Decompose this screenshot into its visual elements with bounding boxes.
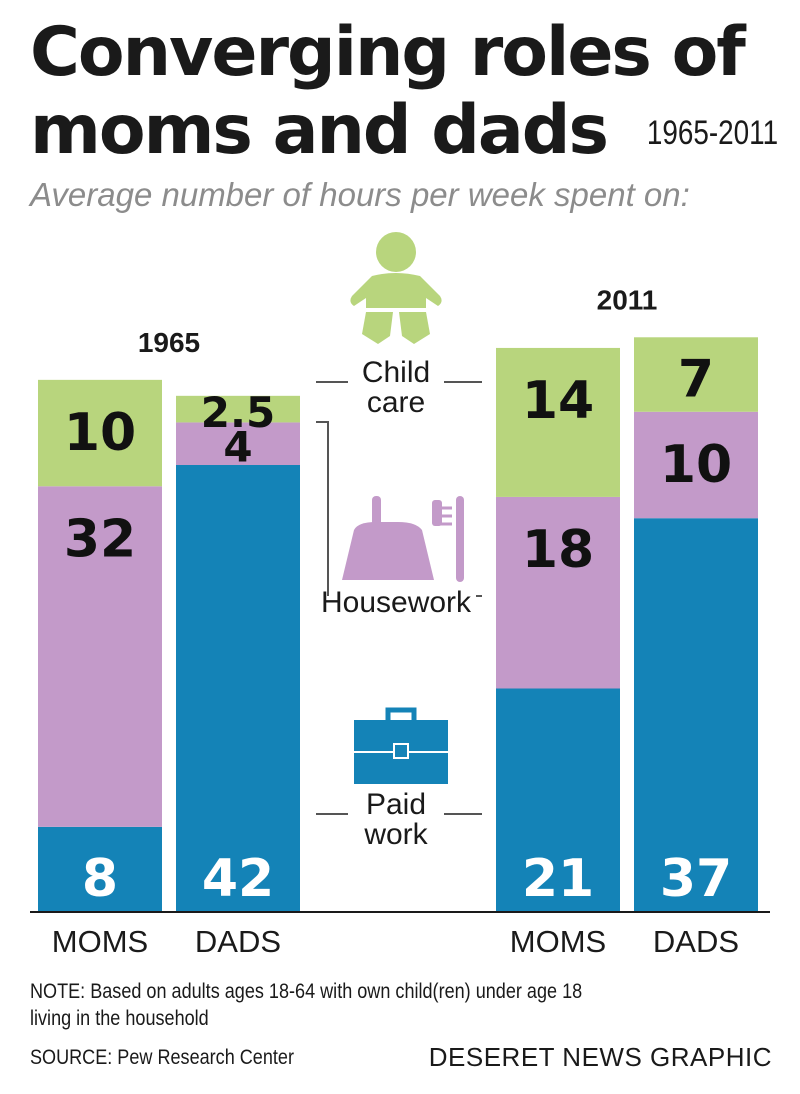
bar-segment-housework-1 bbox=[176, 422, 300, 465]
group-label: 1965 bbox=[138, 327, 200, 358]
bar-segment-housework-3 bbox=[634, 411, 758, 519]
value-label: 10 bbox=[660, 435, 732, 495]
legend-label: Housework bbox=[321, 586, 472, 619]
bar-segment-paid-work-2 bbox=[496, 688, 620, 912]
legend-label: Paid bbox=[366, 788, 426, 821]
value-label: 42 bbox=[202, 849, 274, 909]
value-label: 14 bbox=[522, 371, 594, 431]
value-label: 32 bbox=[64, 509, 136, 569]
value-label: 21 bbox=[522, 849, 594, 909]
connector-line bbox=[316, 421, 329, 596]
dustpan-brush-icon bbox=[342, 496, 464, 582]
value-label: 18 bbox=[522, 520, 594, 580]
legend-label: work bbox=[363, 818, 428, 851]
value-label: 37 bbox=[660, 849, 732, 909]
chart-title: Converging roles of moms and dads bbox=[30, 13, 746, 170]
category-label: DADS bbox=[653, 924, 739, 959]
bar-segment-paid-work-0 bbox=[38, 826, 162, 912]
chart-subtitle: Average number of hours per week spent o… bbox=[30, 176, 690, 213]
value-label: 2.5 bbox=[201, 388, 275, 437]
graphic-credit: DESERET NEWS GRAPHIC bbox=[428, 1042, 772, 1072]
bar-segment-child-care-3 bbox=[634, 337, 758, 412]
bar-segment-paid-work-1 bbox=[176, 465, 300, 912]
source-line: SOURCE: Pew Research Center bbox=[30, 1046, 294, 1069]
value-label: 4 bbox=[223, 423, 252, 472]
labels-layer: 8 32 10 MOMS 42 42.5 DADS 21 18 14 MOMS 37 10 7 DADS 19… bbox=[52, 284, 739, 959]
title-line-2: moms and dads bbox=[30, 91, 609, 170]
legend-connectors bbox=[316, 381, 482, 815]
briefcase-icon bbox=[354, 707, 448, 784]
bar-segment-child-care-2 bbox=[496, 347, 620, 497]
bar-segment-housework-0 bbox=[38, 486, 162, 827]
category-label: MOMS bbox=[52, 924, 148, 959]
bar-segment-paid-work-3 bbox=[634, 518, 758, 912]
legend-label: Child bbox=[362, 356, 430, 389]
baby-icon bbox=[350, 232, 442, 344]
title-line-1: Converging roles of bbox=[30, 13, 746, 92]
legend-label: care bbox=[367, 386, 425, 419]
value-label: 7 bbox=[678, 350, 714, 410]
value-label: 8 bbox=[82, 849, 118, 909]
note-line-1: NOTE: Based on adults ages 18-64 with ow… bbox=[30, 980, 583, 1003]
bar-segment-housework-2 bbox=[496, 496, 620, 689]
bar-segment-child-care-1 bbox=[176, 395, 300, 423]
category-label: MOMS bbox=[510, 924, 606, 959]
category-label: DADS bbox=[195, 924, 281, 959]
footnote: NOTE: Based on adults ages 18-64 with ow… bbox=[30, 978, 582, 1032]
group-label: 2011 bbox=[597, 284, 658, 315]
date-range: 1965-2011 bbox=[646, 114, 778, 152]
bar-segment-child-care-0 bbox=[38, 379, 162, 487]
note-line-2: living in the household bbox=[30, 1007, 209, 1030]
bars-layer bbox=[30, 337, 770, 913]
value-label: 10 bbox=[64, 403, 136, 463]
